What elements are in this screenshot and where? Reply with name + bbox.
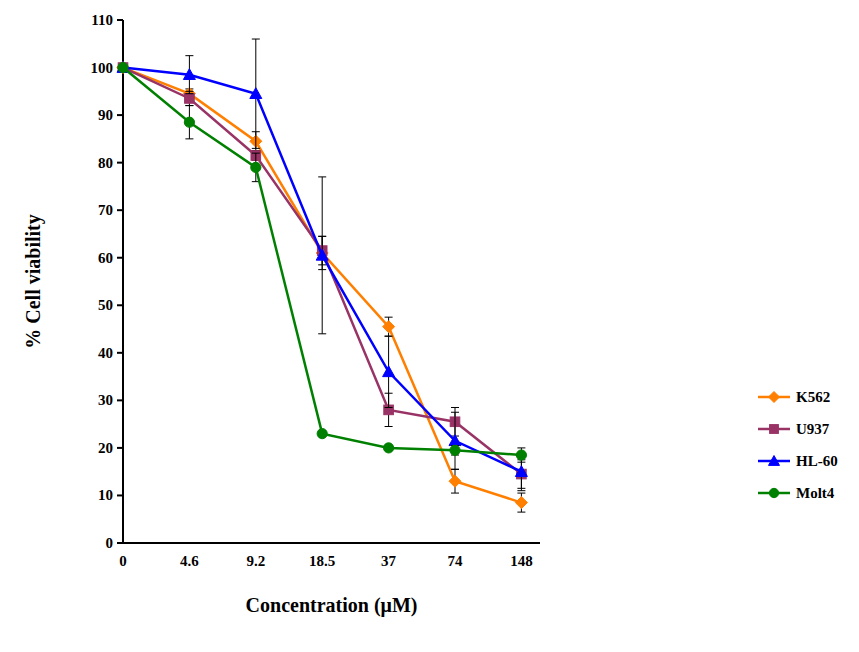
data-point (515, 497, 527, 509)
data-point (316, 249, 328, 260)
error-bar-cap (252, 153, 260, 154)
error-bar-cap (517, 490, 525, 491)
data-point (516, 450, 526, 460)
error-bar-cap (517, 493, 525, 494)
error-bar-cap (185, 138, 193, 139)
y-tick (117, 352, 123, 354)
data-point (185, 94, 195, 104)
y-tick-label: 50 (98, 297, 113, 313)
series-line (123, 68, 521, 472)
error-bar-cap (252, 148, 260, 149)
data-point (118, 62, 128, 72)
error-bar-cap (318, 176, 326, 177)
data-point (449, 475, 461, 487)
y-tick (117, 19, 123, 21)
data-point (383, 321, 395, 333)
legend-label: U937 (796, 421, 830, 437)
y-tick (117, 304, 123, 306)
series-line (123, 68, 521, 455)
y-axis-title: % Cell viability (22, 214, 45, 348)
y-tick-label: 30 (98, 392, 113, 408)
y-tick-label: 90 (98, 107, 113, 123)
error-bar-cap (451, 469, 459, 470)
error-bar (185, 91, 193, 105)
x-tick-label: 37 (381, 553, 397, 569)
error-bar-cap (185, 93, 193, 94)
y-tick (117, 114, 123, 116)
legend-marker (769, 488, 778, 497)
x-tick-label: 9.2 (246, 553, 265, 569)
y-tick-label: 60 (98, 250, 113, 266)
data-point (384, 443, 394, 453)
legend-label: K562 (796, 389, 830, 405)
error-bar-cap (385, 426, 393, 427)
chart: 0 10 20 30 40 50 60 70 80 90 100 110 0 4.6 9.2 18.5 37 74… (0, 0, 859, 652)
data-point (117, 62, 129, 73)
error-bar-cap (451, 469, 459, 470)
error-bar-cap (517, 447, 525, 448)
x-tick-label: 74 (448, 553, 464, 569)
x-tick-label: 148 (510, 553, 533, 569)
y-tick (117, 542, 123, 544)
data-point (251, 162, 261, 172)
legend: K562 U937 HL-60 Molt4 (758, 389, 838, 501)
legend-label: HL-60 (796, 453, 838, 469)
error-bar-cap (385, 336, 393, 337)
error-bar-cap (517, 462, 525, 463)
data-point (183, 69, 195, 80)
legend-label: Molt4 (796, 485, 835, 501)
y-tick-label: 20 (98, 440, 113, 456)
y-tick (117, 494, 123, 496)
y-tick (117, 209, 123, 211)
error-bar-cap (318, 333, 326, 334)
y-tick-label: 10 (98, 487, 113, 503)
error-bar-cap (385, 336, 393, 337)
series-line (123, 68, 521, 503)
error-bar-cap (517, 512, 525, 513)
error-bar-cap (451, 412, 459, 413)
y-tick-label: 110 (91, 12, 113, 28)
x-tick-label: 18.5 (309, 553, 335, 569)
x-axis (123, 542, 540, 544)
data-point (250, 88, 262, 99)
error-bar-cap (451, 407, 459, 408)
error-bar-cap (185, 105, 193, 106)
error-bar-cap (385, 407, 393, 408)
error-bar-cap (385, 317, 393, 318)
series-line (123, 68, 521, 475)
legend-marker (770, 425, 779, 434)
y-axis (122, 20, 124, 543)
x-tick-label: 4.6 (180, 553, 199, 569)
legend-marker (769, 392, 780, 403)
y-tick (117, 447, 123, 449)
data-point (184, 117, 194, 127)
y-tick-label: 40 (98, 345, 113, 361)
y-tick-label: 0 (106, 535, 114, 551)
plot-area (117, 39, 527, 512)
x-tick-label: 0 (119, 553, 127, 569)
y-tick-label: 100 (91, 60, 114, 76)
data-point (449, 435, 461, 446)
data-point (317, 429, 327, 439)
data-point (118, 63, 128, 73)
data-point (383, 366, 395, 377)
error-bar-cap (252, 39, 260, 40)
y-tick-label: 80 (98, 155, 113, 171)
error-bar-cap (185, 105, 193, 106)
data-point (515, 466, 527, 477)
data-point (450, 445, 460, 455)
error-bar-cap (185, 55, 193, 56)
y-tick-label: 70 (98, 202, 113, 218)
y-tick (117, 162, 123, 164)
y-tick (117, 257, 123, 259)
error-bar-cap (451, 493, 459, 494)
x-axis-title: Concentration (μM) (246, 594, 418, 617)
legend-marker (769, 456, 780, 466)
y-tick (117, 399, 123, 401)
